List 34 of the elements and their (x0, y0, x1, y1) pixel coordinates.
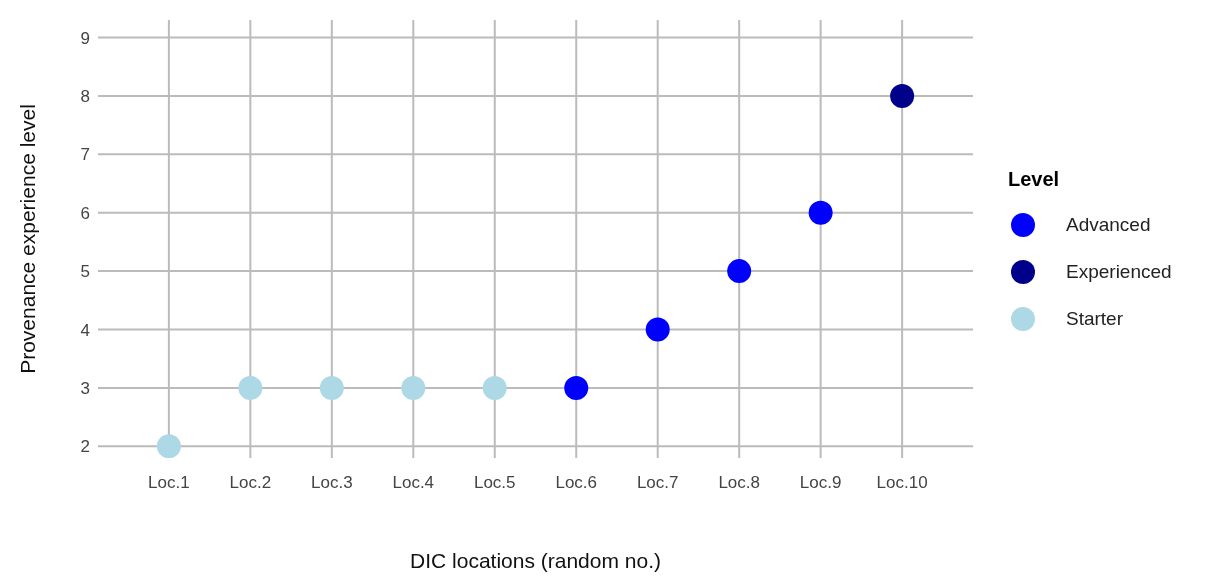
point (319, 375, 344, 400)
y-tick-label: 2 (80, 437, 90, 457)
x-tick-label: Loc.6 (555, 473, 598, 493)
y-tick-label: 8 (80, 86, 90, 106)
y-tick-label: 6 (80, 203, 90, 223)
x-tick-label: Loc.7 (636, 473, 679, 493)
legend-label: Advanced (1066, 213, 1151, 236)
x-tick-label: Loc.9 (799, 473, 842, 493)
x-axis-title: DIC locations (random no.) (410, 549, 661, 572)
point (727, 259, 752, 284)
x-tick-label: Loc.3 (311, 473, 353, 493)
point (238, 375, 263, 400)
x-tick-label: Loc.2 (229, 473, 272, 493)
y-tick-label: 5 (80, 262, 90, 282)
x-tick-label: Loc.5 (473, 473, 516, 493)
y-tick-label: 7 (80, 145, 90, 165)
y-axis-title: Provenance experience level (16, 104, 40, 374)
point (482, 375, 507, 400)
y-tick-label: 3 (80, 378, 90, 398)
point (890, 83, 915, 108)
point (564, 375, 589, 400)
x-tick-label: Loc.8 (718, 473, 760, 493)
point (156, 434, 181, 458)
point (808, 200, 833, 225)
point (645, 317, 670, 342)
point (401, 375, 426, 400)
y-tick-label: 4 (80, 320, 90, 340)
x-tick-label: Loc.1 (148, 473, 190, 493)
y-tick-label: 9 (80, 28, 90, 48)
legend-label: Starter (1066, 307, 1124, 330)
x-tick-label: Loc.10 (876, 473, 928, 493)
x-tick-label: Loc.4 (392, 473, 435, 493)
legend-title: Level (1008, 168, 1061, 191)
legend-label: Experienced (1066, 260, 1172, 283)
